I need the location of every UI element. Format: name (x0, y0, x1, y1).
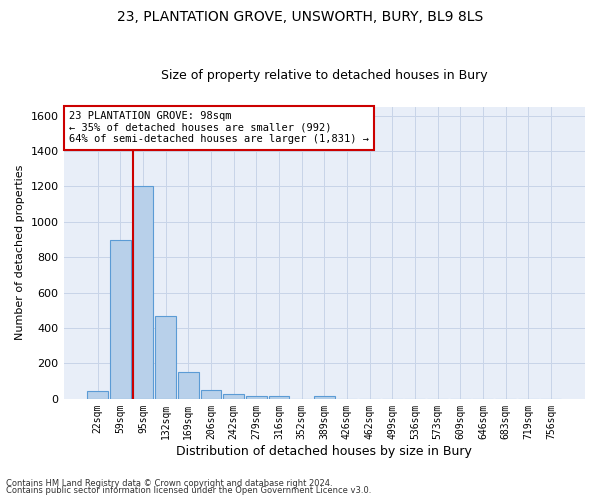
Text: Contains HM Land Registry data © Crown copyright and database right 2024.: Contains HM Land Registry data © Crown c… (6, 478, 332, 488)
X-axis label: Distribution of detached houses by size in Bury: Distribution of detached houses by size … (176, 444, 472, 458)
Bar (223, 394, 244, 399)
Bar (246, 396, 267, 399)
Bar (155, 316, 176, 399)
Bar (178, 372, 199, 399)
Bar (269, 396, 289, 399)
Text: 23, PLANTATION GROVE, UNSWORTH, BURY, BL9 8LS: 23, PLANTATION GROVE, UNSWORTH, BURY, BL… (117, 10, 483, 24)
Bar (110, 240, 131, 399)
Title: Size of property relative to detached houses in Bury: Size of property relative to detached ho… (161, 69, 488, 82)
Text: Contains public sector information licensed under the Open Government Licence v3: Contains public sector information licen… (6, 486, 371, 495)
Bar (314, 396, 335, 399)
Y-axis label: Number of detached properties: Number of detached properties (15, 165, 25, 340)
Bar (133, 186, 154, 399)
Bar (200, 390, 221, 399)
Text: 23 PLANTATION GROVE: 98sqm
← 35% of detached houses are smaller (992)
64% of sem: 23 PLANTATION GROVE: 98sqm ← 35% of deta… (69, 111, 369, 144)
Bar (87, 391, 108, 399)
